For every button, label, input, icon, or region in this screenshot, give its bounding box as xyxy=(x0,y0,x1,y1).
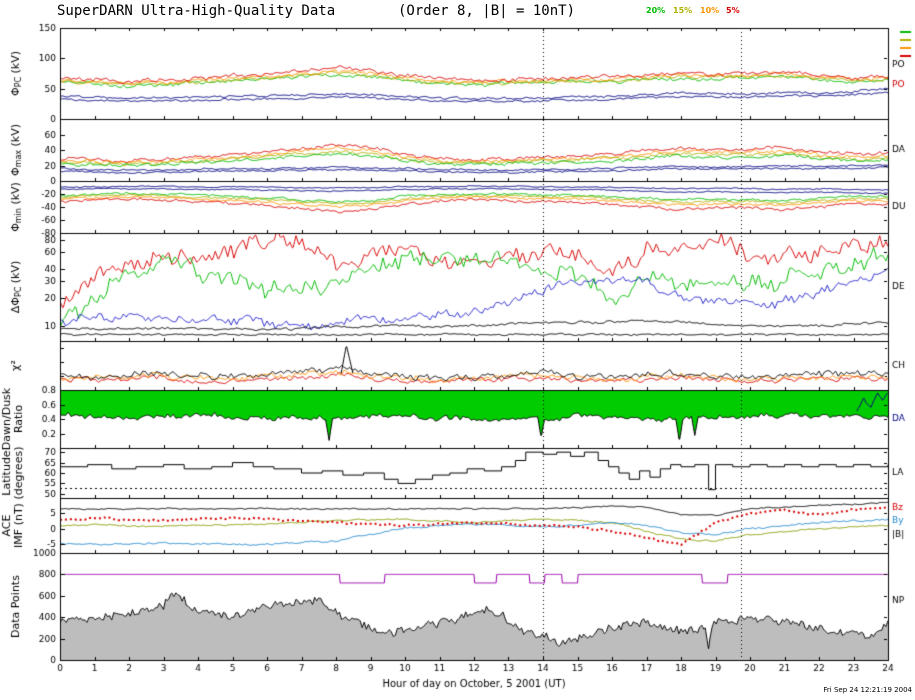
legend-item-10pct: 10% xyxy=(700,6,720,15)
legend-item-20pct: 20% xyxy=(646,6,666,15)
legend-item-15pct: 15% xyxy=(673,6,693,15)
plot-subtitle: (Order 8, |B| = 10nT) xyxy=(398,3,576,19)
legend-item-5pct: 5% xyxy=(726,6,740,15)
page-title: SuperDARN Ultra-High-Quality Data xyxy=(57,3,336,19)
render-timestamp: Fri Sep 24 12:21:19 2004 xyxy=(823,686,912,694)
